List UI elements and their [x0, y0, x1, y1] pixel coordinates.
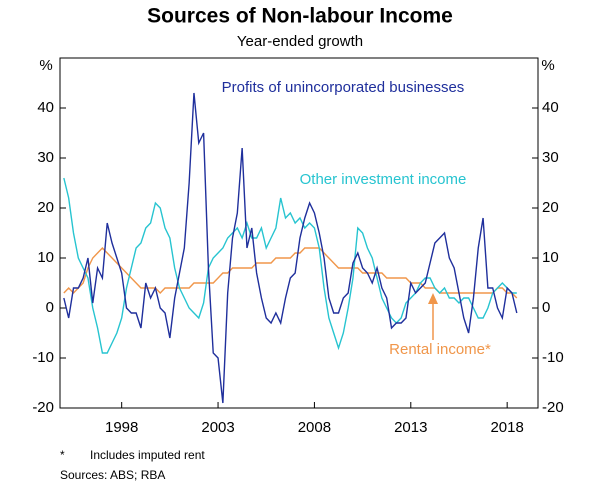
- series-line: [63, 92, 518, 404]
- y-unit: %: [39, 57, 52, 74]
- y2-tick-label: 30: [542, 149, 559, 166]
- y-tick-label: 40: [37, 99, 54, 116]
- footnote: Includes imputed rent: [90, 448, 205, 462]
- y-tick-label: -10: [32, 349, 54, 366]
- y2-tick-label: 40: [542, 99, 559, 116]
- y2-tick-label: -10: [542, 349, 564, 366]
- plot-frame: [59, 57, 539, 409]
- y-tick-label: 20: [37, 199, 54, 216]
- y-tick-label: 0: [46, 299, 54, 316]
- y-tick-label: 10: [37, 249, 54, 266]
- x-tick-label: 2008: [298, 419, 331, 436]
- series-label: Other investment income: [300, 171, 467, 188]
- sources: Sources: ABS; RBA: [60, 468, 165, 482]
- arrow-head: [428, 293, 438, 304]
- series-line: [63, 246, 518, 299]
- x-tick-label: 2018: [490, 419, 523, 436]
- y-tick-label: -20: [32, 399, 54, 416]
- series-line: [63, 177, 517, 354]
- y2-tick-label: 10: [542, 249, 559, 266]
- y2-tick-label: 0: [542, 299, 550, 316]
- y2-unit: %: [541, 57, 554, 74]
- x-tick-label: 1998: [105, 419, 138, 436]
- x-tick-label: 2013: [394, 419, 427, 436]
- chart-subtitle: Year-ended growth: [237, 33, 363, 50]
- y2-tick-label: 20: [542, 199, 559, 216]
- y2-tick-label: -20: [542, 399, 564, 416]
- chart-title: Sources of Non-labour Income: [147, 5, 453, 28]
- footnote-marker: *: [60, 448, 65, 462]
- series-label: Profits of unincorporated businesses: [222, 79, 465, 96]
- y-tick-label: 30: [37, 149, 54, 166]
- x-tick-label: 2003: [201, 419, 234, 436]
- series-label: Rental income*: [389, 341, 491, 358]
